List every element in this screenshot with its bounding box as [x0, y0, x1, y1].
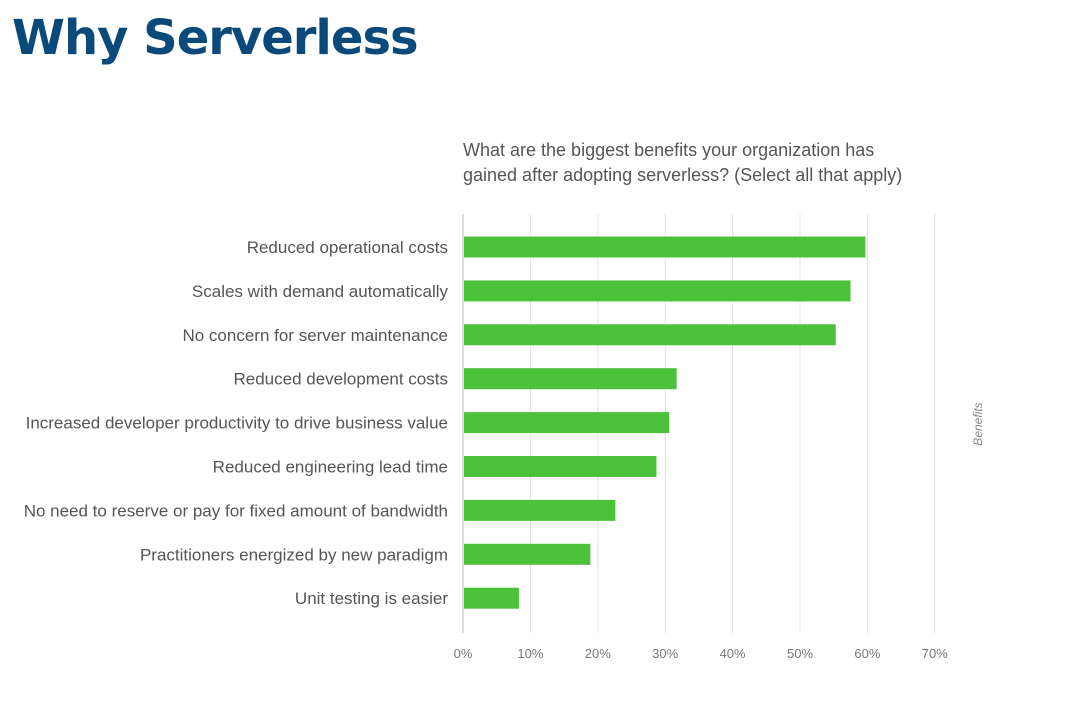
bar: [464, 412, 670, 434]
x-tick-label: 40%: [720, 646, 746, 661]
bar: [464, 587, 519, 609]
bar: [464, 456, 657, 477]
category-label: No need to reserve or pay for fixed amou…: [24, 501, 448, 520]
side-label: Benefits: [971, 402, 985, 445]
category-label: Unit testing is easier: [295, 589, 448, 608]
x-tick-label: 20%: [585, 646, 611, 661]
category-label: Reduced development costs: [233, 370, 448, 389]
chart-title-line-1: What are the biggest benefits your organ…: [463, 140, 875, 160]
bar: [464, 236, 866, 258]
bar: [464, 499, 616, 521]
x-tick-label: 10%: [517, 646, 543, 661]
category-label: Reduced operational costs: [247, 238, 448, 257]
x-tick-label: 0%: [454, 646, 473, 661]
chart-title: What are the biggest benefits your organ…: [463, 138, 903, 188]
x-tick-label: 60%: [854, 646, 880, 661]
category-label: Increased developer productivity to driv…: [26, 414, 448, 433]
category-label: Scales with demand automatically: [192, 282, 449, 301]
slide-title: Why Serverless: [12, 10, 419, 66]
bar: [464, 368, 677, 390]
category-label: Practitioners energized by new paradigm: [140, 545, 448, 564]
chart-title-line-2: gained after adopting serverless? (Selec…: [463, 165, 903, 185]
bar: [464, 543, 591, 565]
x-tick-label: 50%: [787, 646, 813, 661]
bar: [464, 280, 851, 302]
x-tick-label: 70%: [922, 646, 948, 661]
category-label: No concern for server maintenance: [182, 326, 448, 345]
category-label: Reduced engineering lead time: [213, 458, 448, 477]
x-tick-label: 30%: [652, 646, 678, 661]
bar: [464, 324, 836, 346]
